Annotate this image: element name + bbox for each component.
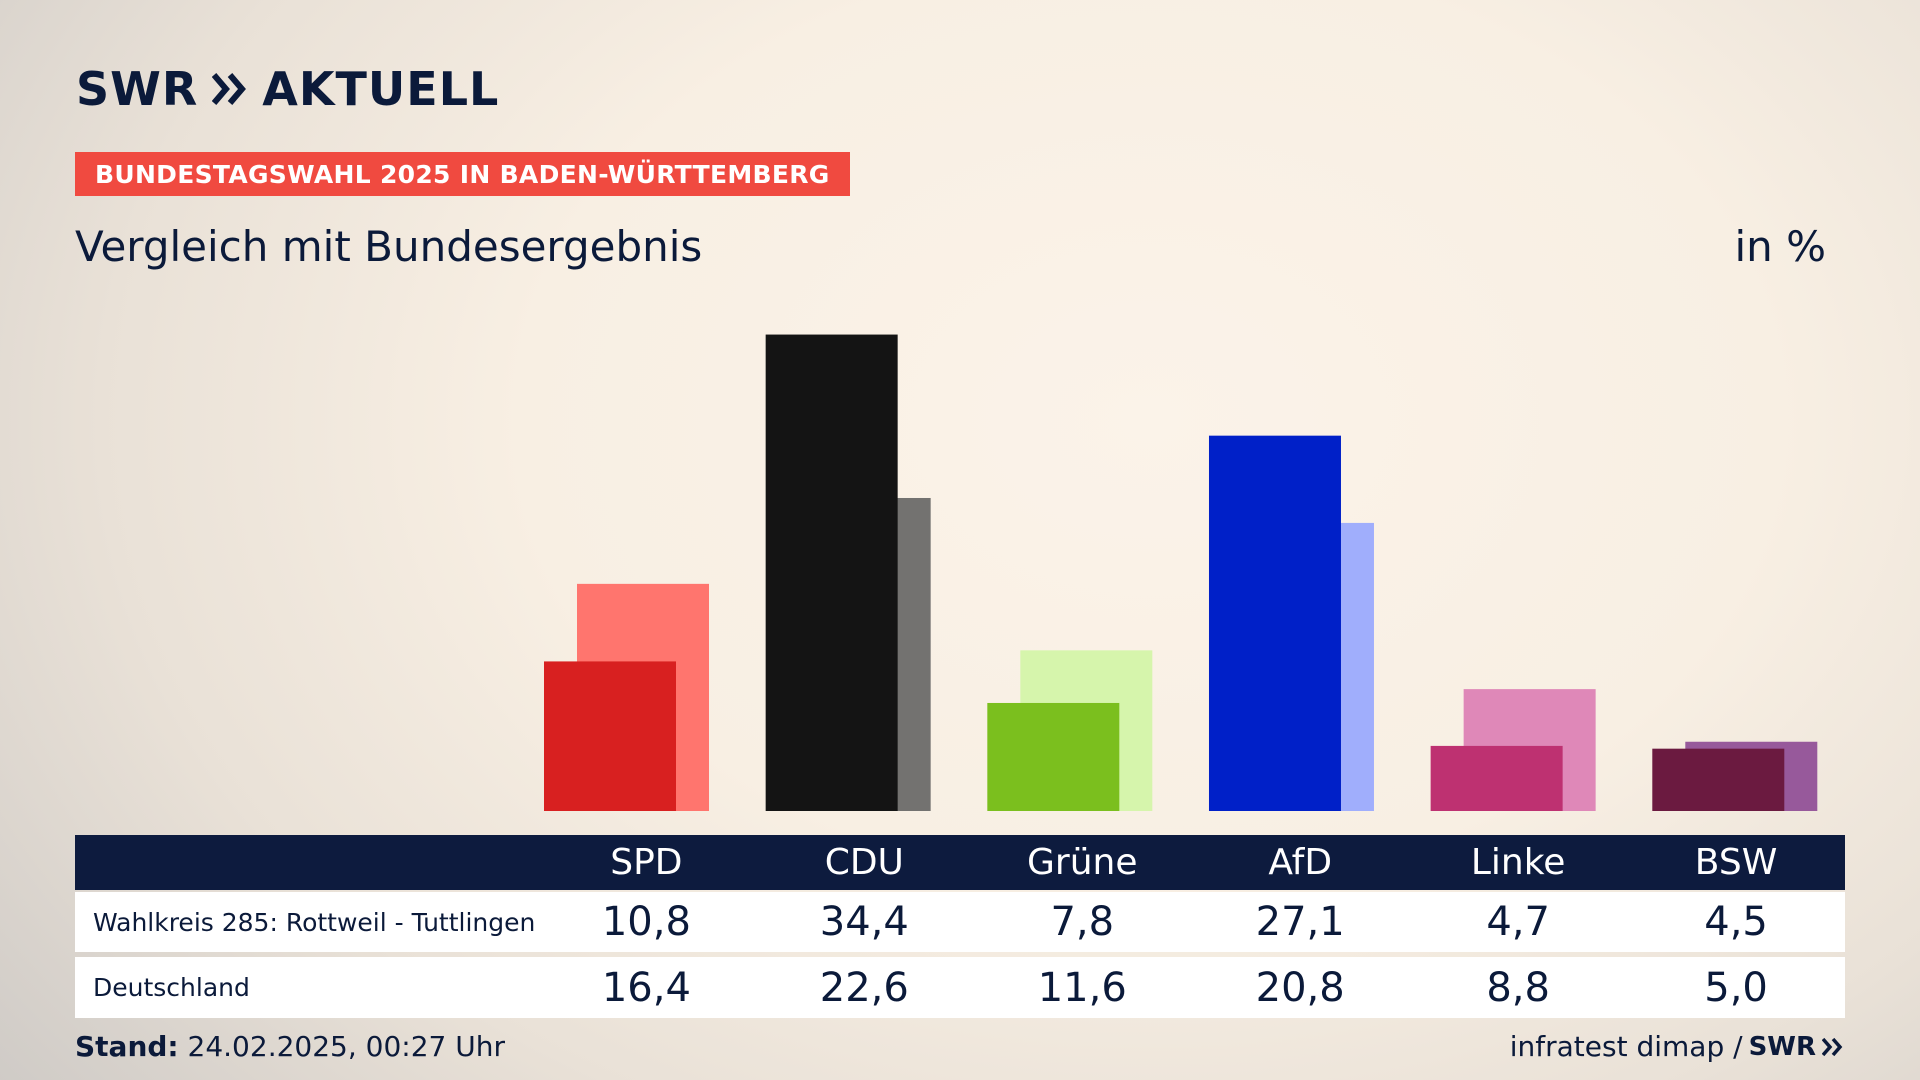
value-cell: 4,7 (1486, 899, 1550, 945)
bar-wahlkreis-grüne (987, 702, 1120, 811)
footer-brand: SWR (1748, 1031, 1816, 1062)
row-label: Wahlkreis 285: Rottweil - Tuttlingen (93, 907, 536, 937)
bar-wahlkreis-cdu (765, 334, 898, 811)
stand-label: Stand: (75, 1030, 179, 1063)
bar-wahlkreis-spd (544, 661, 676, 811)
value-cell: 27,1 (1255, 899, 1345, 945)
value-cell: 16,4 (601, 964, 691, 1011)
party-header: AfD (1268, 842, 1333, 883)
party-header: SPD (610, 842, 683, 883)
timestamp: Stand: 24.02.2025, 00:27 Uhr (75, 1030, 505, 1063)
swr-aktuell-logo: SWR AKTUELL (76, 66, 499, 112)
value-cell: 7,8 (1050, 899, 1115, 945)
value-cell: 8,8 (1486, 964, 1550, 1011)
table-row-wahlkreis: Wahlkreis 285: Rottweil - Tuttlingen 10,… (75, 892, 1845, 952)
bar-chart (544, 334, 1818, 811)
results-table: SPD CDU Grüne AfD Linke BSW Wahlkreis 28… (75, 835, 1845, 1018)
bar-wahlkreis-linke (1430, 745, 1563, 811)
party-header: Linke (1470, 842, 1566, 883)
bar-wahlkreis-afd (1208, 435, 1341, 811)
party-header: Grüne (1027, 842, 1138, 883)
header-spacer (75, 835, 537, 890)
source-credit: infratest dimap / SWR (1510, 1030, 1844, 1063)
stand-value: 24.02.2025, 00:27 Uhr (187, 1030, 505, 1063)
value-cell: 20,8 (1255, 964, 1345, 1011)
value-cell: 5,0 (1704, 964, 1768, 1011)
row-label: Deutschland (93, 973, 250, 1002)
source-text: infratest dimap / (1509, 1030, 1743, 1063)
logo-swr-text: SWR (76, 62, 199, 116)
party-header: BSW (1694, 842, 1778, 883)
chevrons-icon (1822, 1037, 1843, 1056)
table-header: SPD CDU Grüne AfD Linke BSW (75, 835, 1845, 890)
chart-subtitle: Vergleich mit Bundesergebnis (75, 222, 703, 271)
value-cell: 11,6 (1037, 964, 1127, 1011)
party-header: CDU (824, 842, 904, 883)
unit-label: in % (1734, 222, 1826, 271)
value-cell: 22,6 (819, 964, 909, 1011)
chevrons-icon (212, 73, 247, 105)
logo-aktuell-text: AKTUELL (262, 62, 500, 116)
table-row-deutschland: Deutschland 16,4 22,6 11,6 20,8 8,8 5,0 (75, 957, 1845, 1018)
value-cell: 34,4 (819, 899, 909, 945)
election-badge: BUNDESTAGSWAHL 2025 IN BADEN-WÜRTTEMBERG (75, 152, 850, 196)
value-cell: 4,5 (1704, 899, 1768, 945)
bar-wahlkreis-bsw (1652, 748, 1785, 811)
value-cell: 10,8 (601, 899, 691, 945)
